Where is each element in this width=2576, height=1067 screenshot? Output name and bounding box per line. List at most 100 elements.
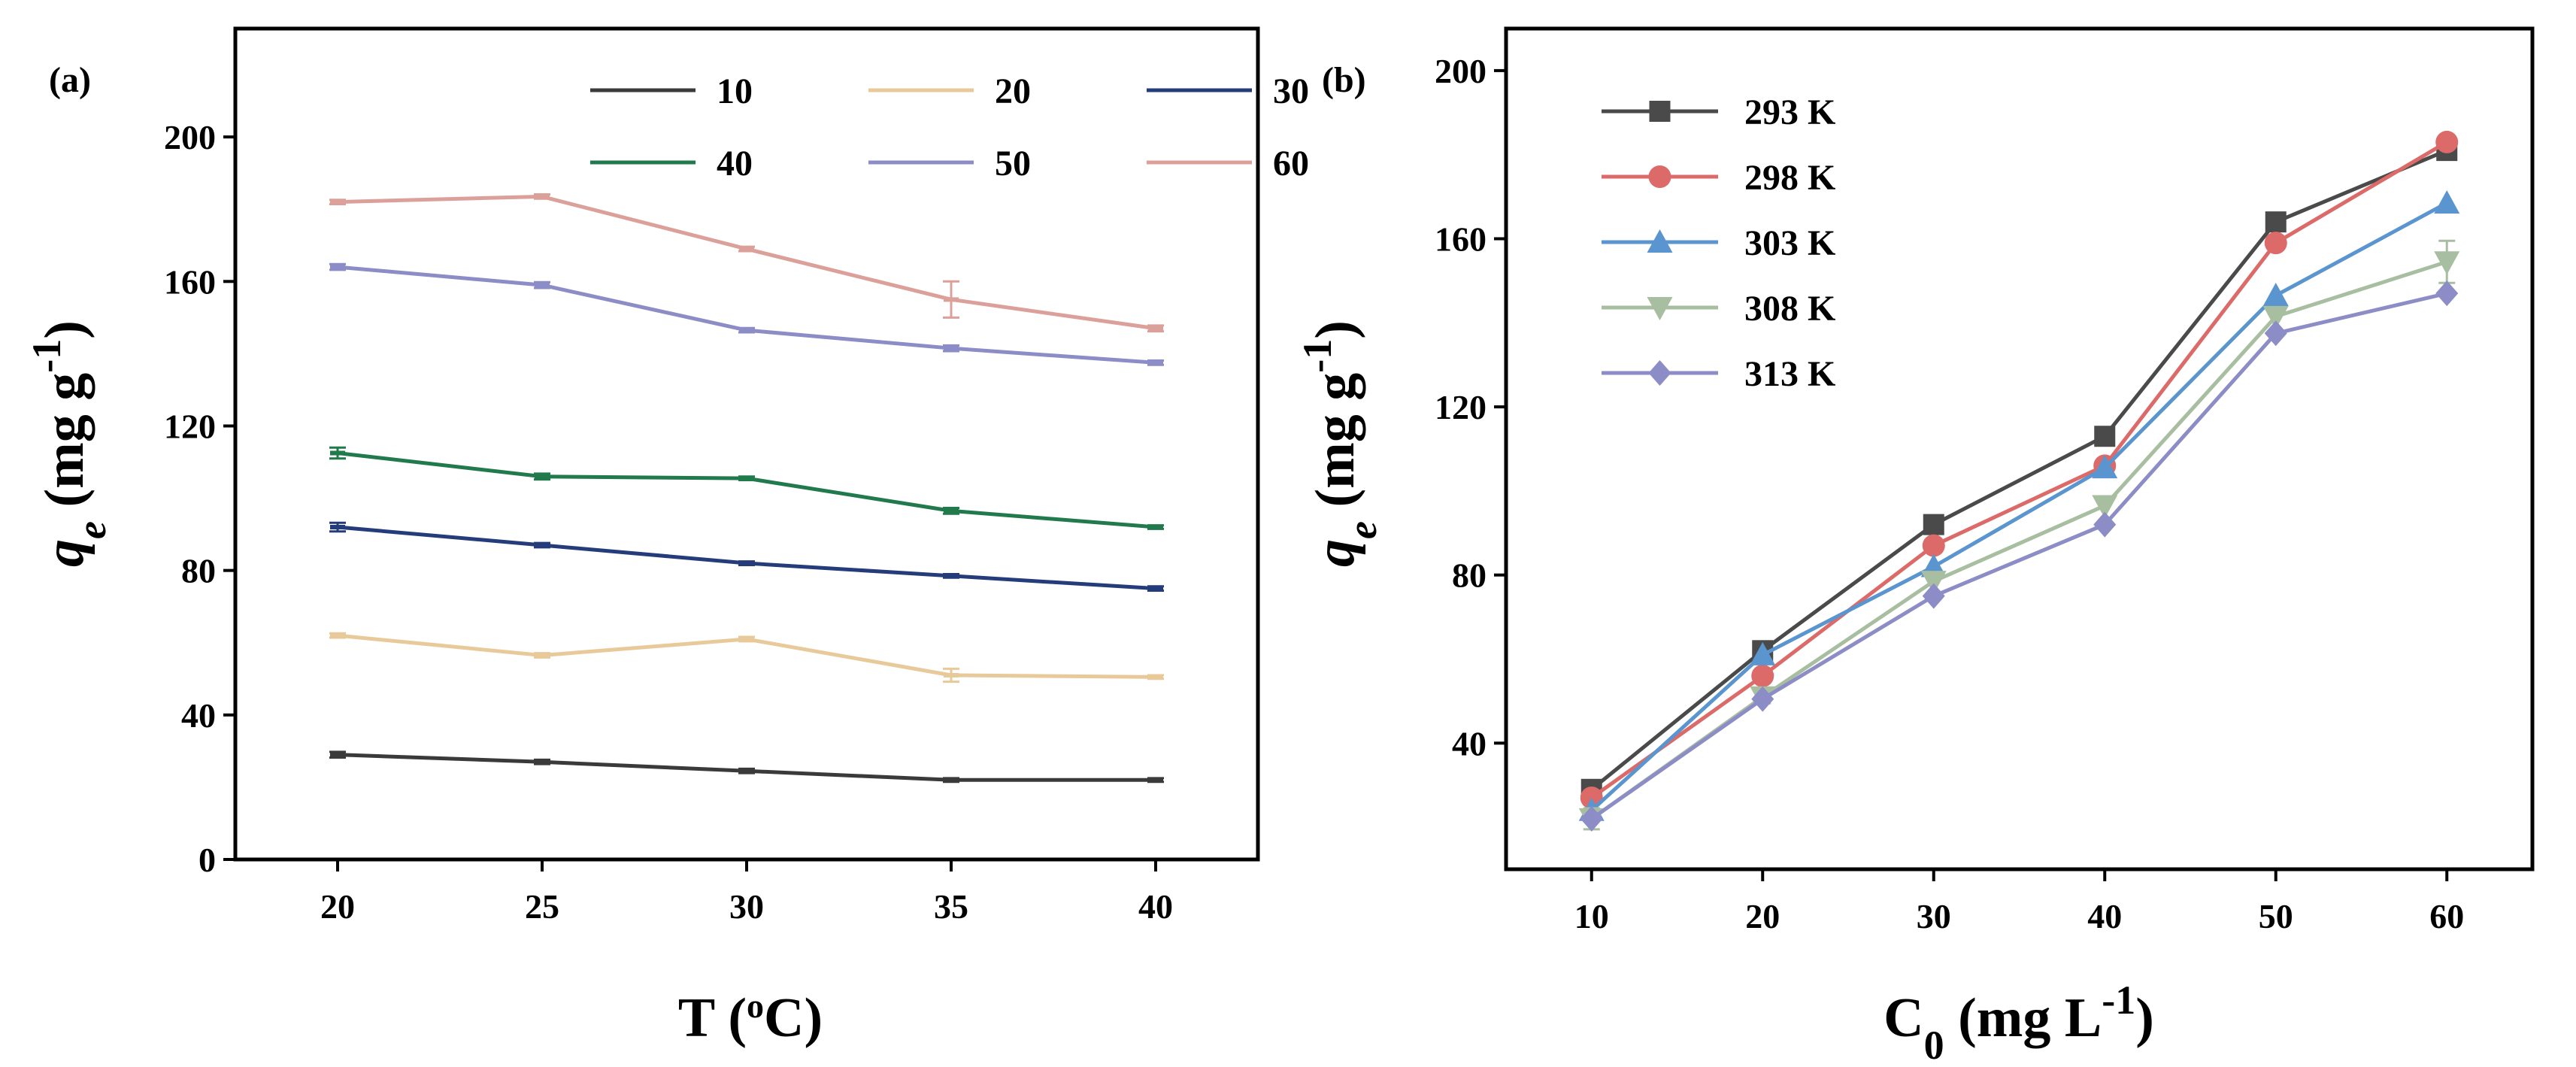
panel-b-x-axis-title: C0 (mg L-1) bbox=[1884, 978, 2154, 1067]
panel-a-series-10 bbox=[329, 750, 1164, 784]
panel-b-series-308k-point-4 bbox=[2262, 305, 2289, 329]
panel-a-legend: 10 20 30 40 50 60 bbox=[590, 71, 1309, 183]
panel-b-legend-label-303k: 303 K bbox=[1744, 223, 1835, 263]
panel-b-series-313k-point-2 bbox=[1922, 583, 1945, 609]
panel-b-label: (b) bbox=[1322, 60, 1366, 100]
panel-b-y-axis-title-sub: e bbox=[1340, 521, 1385, 539]
panel-b-series-303k-point-5 bbox=[2434, 189, 2460, 214]
panel-b-series-313k-point-5 bbox=[2435, 280, 2459, 307]
panel-b-series-293k-line bbox=[1590, 148, 2448, 791]
panel-b-legend-label-313k: 313 K bbox=[1744, 354, 1835, 394]
panel-b-legend-marker-303k bbox=[1647, 229, 1673, 253]
panel-b-legend-item-313k: 313 K bbox=[1602, 354, 1835, 394]
panel-b-y-tick-label-160: 160 bbox=[1435, 220, 1487, 259]
panel-b-series bbox=[1578, 130, 2460, 832]
panel-a-legend-item-30: 30 bbox=[1147, 71, 1309, 111]
panel-a-legend-label-20: 20 bbox=[995, 71, 1031, 111]
panel-a-legend-label-50: 50 bbox=[995, 144, 1031, 183]
panel-a-legend-item-50: 50 bbox=[868, 144, 1031, 183]
panel-b-y-axis-title-close: ) bbox=[1305, 320, 1366, 339]
panel-b-series-298k-point-1 bbox=[1751, 664, 1774, 687]
panel-b-series-313k-point-3 bbox=[2093, 511, 2117, 538]
panel-a-x-tick-label-20: 20 bbox=[320, 887, 355, 926]
panel-b-x-tick-label-30: 30 bbox=[1917, 897, 1951, 935]
panel-a-x-axis-title: T (oC) bbox=[678, 987, 823, 1050]
panel-b-series-303k-point-3 bbox=[2092, 455, 2118, 479]
panel-b-series-293k-point-2 bbox=[1923, 514, 1944, 535]
panel-a-x-axis-title-suffix: C) bbox=[764, 987, 823, 1049]
panel-b-x-axis-title-sub: 0 bbox=[1924, 1023, 1944, 1067]
panel-b-legend-label-298k: 298 K bbox=[1744, 158, 1835, 198]
panel-a-y-axis-title-q: q bbox=[34, 539, 95, 567]
panel-b-x-tick-label-20: 20 bbox=[1745, 897, 1780, 935]
panel-b-legend-marker-313k bbox=[1648, 360, 1671, 386]
panel-b-y-tick-label-120: 120 bbox=[1435, 388, 1487, 426]
panel-a-ticks: 20 25 30 35 40 0 40 80 120 160 200 bbox=[164, 118, 1173, 926]
panel-a-series-40-line bbox=[337, 451, 1156, 529]
panel-b-series-298k-point-4 bbox=[2264, 232, 2287, 255]
panel-a-y-tick-label-160: 160 bbox=[164, 262, 216, 301]
panel-b-series-308k-point-3 bbox=[2092, 495, 2118, 519]
panel-a-x-tick-label-40: 40 bbox=[1138, 887, 1173, 926]
panel-a-legend-item-60: 60 bbox=[1147, 144, 1309, 183]
panel-b-x-axis-title-close: ) bbox=[2135, 987, 2154, 1049]
panel-a-legend-label-30: 30 bbox=[1273, 71, 1309, 111]
panel-b-legend-label-293k: 293 K bbox=[1744, 92, 1835, 132]
panel-b-plot-frame bbox=[1504, 26, 2535, 871]
panel-a-y-axis-title-units: (mg g bbox=[34, 373, 95, 521]
panel-a-legend-label-60: 60 bbox=[1273, 144, 1309, 183]
panel-a-y-tick-label-0: 0 bbox=[199, 841, 216, 879]
panel-b-legend-label-308k: 308 K bbox=[1744, 289, 1835, 329]
panel-b-y-tick-label-80: 80 bbox=[1452, 556, 1487, 595]
panel-b-legend-item-293k: 293 K bbox=[1602, 92, 1835, 132]
panel-a-y-tick-label-200: 200 bbox=[164, 118, 216, 156]
panel-b-legend-item-303k: 303 K bbox=[1602, 223, 1835, 263]
panel-b-series-308k-point-5 bbox=[2434, 251, 2460, 275]
panel-a-series-30 bbox=[329, 521, 1164, 593]
panel-b-series-313k-point-1 bbox=[1751, 686, 1774, 712]
panel-a-series-60 bbox=[329, 193, 1164, 333]
panel-b-legend: 293 K 298 K 303 K 308 K 313 K bbox=[1602, 92, 1835, 394]
panel-b-series-308k-point-2 bbox=[1920, 571, 1947, 595]
panel-a-chart: 20 25 30 35 40 0 40 80 120 160 200 10 20 30 40 50 60 (a… bbox=[24, 26, 1309, 1050]
panel-a-series-30-line bbox=[337, 525, 1156, 591]
panel-b-series-308k bbox=[1578, 239, 2460, 832]
panel-a-series-50 bbox=[329, 262, 1164, 366]
panel-a-y-tick-label-40: 40 bbox=[181, 696, 216, 735]
panel-a-label: (a) bbox=[49, 60, 91, 100]
panel-b-chart: 10 20 30 40 50 60 40 80 120 160 200 293 K 298 K 303 … bbox=[1295, 26, 2535, 1067]
panel-a-y-tick-label-80: 80 bbox=[181, 552, 216, 590]
panel-b-y-axis-title-units: (mg g bbox=[1305, 373, 1366, 521]
panel-a-y-axis-title-sub: e bbox=[69, 521, 114, 539]
panel-b-x-tick-label-10: 10 bbox=[1574, 897, 1609, 935]
panel-a-legend-item-40: 40 bbox=[590, 144, 753, 183]
panel-a-legend-item-10: 10 bbox=[590, 71, 753, 111]
panel-a-series-40 bbox=[329, 446, 1164, 530]
panel-b-x-tick-label-60: 60 bbox=[2429, 897, 2464, 935]
panel-b-series-303k-point-1 bbox=[1750, 641, 1776, 665]
panel-b-legend-item-308k: 308 K bbox=[1602, 289, 1835, 329]
panel-a-legend-label-10: 10 bbox=[717, 71, 753, 111]
panel-b-x-axis-title-units: (mg L bbox=[1944, 987, 2102, 1049]
panel-b-series-313k bbox=[1580, 280, 2459, 832]
panel-a-x-axis-title-prefix: T ( bbox=[678, 987, 747, 1049]
panel-b-series-308k-line bbox=[1590, 259, 2448, 820]
panel-b-y-tick-label-40: 40 bbox=[1452, 724, 1487, 762]
panel-a-series-20 bbox=[329, 632, 1164, 684]
panel-a-y-axis-title: qe (mg g-1) bbox=[24, 320, 114, 567]
panel-a-legend-label-40: 40 bbox=[717, 144, 753, 183]
panel-a-x-axis-title-degree: o bbox=[747, 987, 764, 1025]
panel-a-series-50-line bbox=[337, 265, 1156, 365]
panel-b-legend-marker-293k bbox=[1649, 101, 1671, 122]
panel-a-y-axis-title-sup: -1 bbox=[24, 339, 69, 373]
panel-a-x-tick-label-35: 35 bbox=[934, 887, 968, 926]
panel-a-x-tick-label-25: 25 bbox=[525, 887, 559, 926]
panel-a-series-10-line bbox=[337, 753, 1156, 782]
panel-a-legend-item-20: 20 bbox=[868, 71, 1031, 111]
panel-b-series-313k-point-0 bbox=[1580, 805, 1603, 832]
panel-b-series-298k bbox=[1580, 130, 2459, 809]
panel-b-series-298k-line bbox=[1590, 140, 2448, 800]
panel-b-x-tick-label-40: 40 bbox=[2087, 897, 2122, 935]
panel-b-y-tick-label-200: 200 bbox=[1435, 52, 1487, 90]
